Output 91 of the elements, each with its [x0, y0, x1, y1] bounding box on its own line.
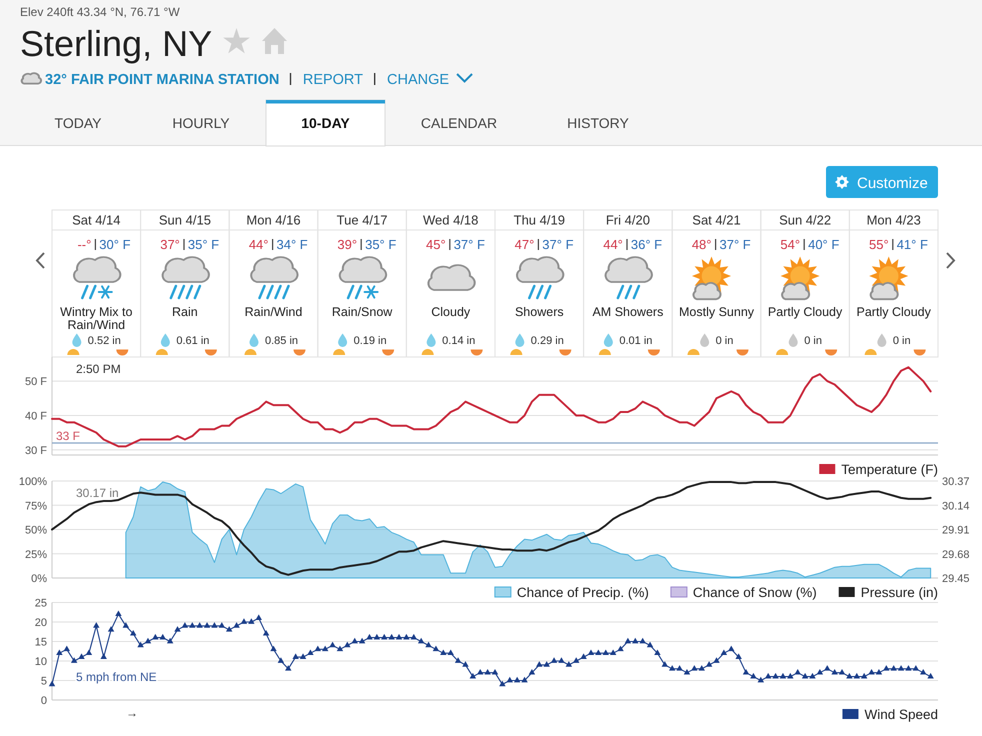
text: 0.52 in: [88, 335, 121, 347]
y-tick-label: 50 F: [24, 376, 48, 388]
y-tick-label: 5: [40, 676, 47, 688]
text: 47°: [514, 237, 534, 252]
text: Sat 4/14: [72, 212, 121, 228]
y-tick-label: 100%: [18, 476, 48, 488]
text: 45°: [426, 237, 446, 252]
text: 35° F: [365, 237, 396, 252]
text: 48°: [692, 237, 712, 252]
text: Tue 4/17: [336, 212, 388, 228]
text: Mostly Sunny: [678, 305, 755, 319]
y2-tick-label: 29.91: [942, 524, 970, 536]
text: Fri 4/20: [606, 212, 650, 228]
text: HOURLY: [172, 115, 230, 131]
legend-label: Temperature (F): [841, 462, 938, 477]
text: Elev 240ft 43.34 °N, 76.71 °W: [20, 5, 180, 19]
text: Customize: [857, 175, 928, 192]
text: Mon 4/23: [866, 212, 921, 228]
text: TODAY: [54, 115, 102, 131]
text: Mon 4/16: [246, 212, 301, 228]
y-tick-label: 0%: [31, 573, 48, 585]
text: 36° F: [630, 237, 662, 252]
text: 40° F: [808, 237, 840, 252]
text: 0.29 in: [530, 335, 564, 347]
y-tick-label: 30 F: [24, 444, 48, 457]
y-tick-label: 20: [34, 617, 47, 629]
y-tick-label: 15: [34, 636, 47, 648]
text: 37° F: [542, 237, 574, 252]
legend-label: Chance of Precip. (%): [516, 585, 649, 600]
y2-tick-label: 30.37: [942, 476, 970, 488]
text: 55°: [869, 237, 889, 252]
y2-tick-label: 29.45: [942, 573, 970, 585]
text: REPORT: [302, 72, 364, 88]
text: Rain: [172, 305, 198, 319]
text: Rain/Snow: [332, 305, 394, 319]
text: Partly Cloudy: [856, 305, 932, 319]
text: 30° F: [99, 237, 131, 252]
text: Sterling, NY: [20, 23, 212, 64]
text: 0.61 in: [176, 335, 210, 347]
text: 0 in: [892, 335, 911, 347]
legend-label: Chance of Snow (%): [692, 585, 817, 600]
y-tick-label: 10: [34, 656, 47, 668]
text: Sat 4/21: [692, 212, 741, 228]
text: →: [126, 706, 138, 720]
text: 37°: [160, 237, 180, 252]
text: Showers: [514, 305, 564, 319]
text: 0.01 in: [619, 335, 652, 347]
y-tick-label: 40 F: [24, 410, 48, 422]
y-tick-label: 25: [34, 598, 47, 610]
y-tick-label: 50%: [24, 524, 48, 536]
text: 54°: [780, 237, 800, 252]
text: 35° F: [188, 237, 220, 252]
text: 44°: [603, 237, 623, 252]
annotation: 2:50 PM: [76, 362, 121, 376]
annotation: 30.17 in: [76, 486, 119, 500]
legend-label: Pressure (in): [860, 585, 938, 600]
text: 10-DAY: [301, 115, 350, 131]
text: Sun 4/22: [779, 212, 832, 228]
text: Cloudy: [431, 305, 471, 319]
text: 0.85 in: [264, 335, 298, 347]
text: 0.19 in: [354, 335, 387, 347]
text: CALENDAR: [420, 115, 498, 131]
text: 34° F: [276, 237, 308, 252]
text: CHANGE: [387, 72, 450, 88]
annotation: 33 F: [56, 429, 80, 443]
legend-label: Wind Speed: [864, 707, 938, 722]
text: Wed 4/18: [422, 212, 478, 228]
text: Sun 4/15: [158, 212, 211, 228]
text: 44°: [248, 237, 268, 252]
text: 0 in: [716, 335, 734, 347]
text: AM Showers: [592, 305, 664, 319]
text: 37° F: [720, 237, 751, 252]
y-tick-label: 75%: [24, 500, 48, 512]
y-tick-label: 25%: [24, 548, 48, 561]
text: Rain/Wind: [244, 305, 302, 319]
y-tick-label: 0: [40, 695, 47, 707]
text: 0 in: [804, 335, 822, 347]
text: 39°: [337, 237, 358, 252]
text: 32° FAIR POINT MARINA STATION: [45, 72, 280, 88]
y2-tick-label: 29.68: [942, 548, 970, 561]
annotation: 5 mph from NE: [76, 670, 157, 684]
text: 37° F: [454, 237, 485, 252]
text: Thu 4/19: [514, 212, 565, 228]
text: 0.14 in: [442, 335, 476, 347]
text: --°: [77, 237, 92, 252]
y2-tick-label: 30.14: [942, 500, 970, 512]
text: 41° F: [896, 237, 928, 252]
line-series: [51, 366, 932, 448]
text: Partly Cloudy: [768, 305, 844, 319]
text: Wintry Mix to Rain/Wind: [60, 305, 132, 332]
text: HISTORY: [567, 115, 630, 131]
